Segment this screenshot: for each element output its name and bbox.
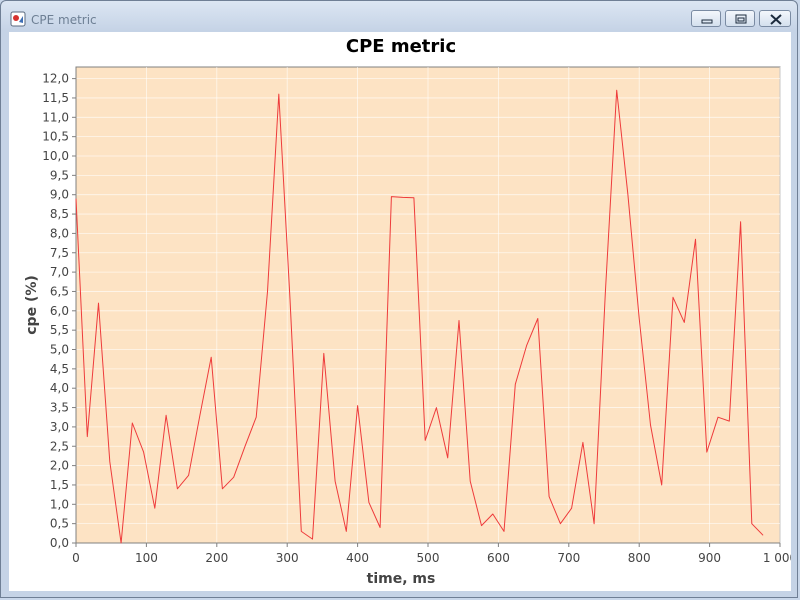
y-tick-label: 8,0 [50,226,69,240]
y-tick-label: 9,5 [50,168,69,182]
close-button[interactable] [759,10,791,27]
y-tick-label: 3,5 [50,401,69,415]
y-tick-label: 12,0 [42,72,69,86]
java-app-icon [10,11,26,27]
y-tick-label: 2,5 [50,439,69,453]
y-tick-label: 7,5 [50,246,69,260]
x-tick-label: 1 000 [763,551,791,565]
x-tick-label: 200 [205,551,228,565]
y-tick-label: 1,0 [50,497,69,511]
y-axis-label: cpe (%) [24,275,40,335]
y-tick-label: 10,5 [42,130,69,144]
chart-title: CPE metric [346,36,456,57]
y-tick-label: 0,0 [50,536,69,550]
y-tick-label: 6,0 [50,304,69,318]
axes [72,67,780,547]
title-bar[interactable]: CPE metric [1,1,797,31]
maximize-button[interactable] [725,10,755,27]
y-tick-label: 10,0 [42,149,69,163]
y-tick-label: 2,0 [50,459,69,473]
x-tick-label: 600 [487,551,510,565]
y-tick-label: 7,0 [50,265,69,279]
y-axis-ticks: 0,0 0,5 1,0 1,5 2,0 2,5 3,0 3,5 4,0 4,5 5,0 5,5 6,0 6… [42,72,76,550]
x-tick-label: 300 [276,551,299,565]
chart-panel: CPE metric 0,0 0,5 1,0 1,5 2,0 2,5 3,0 3,5 4,0 4,… [9,32,791,591]
y-tick-label: 11,0 [42,110,69,124]
close-icon [770,14,782,25]
y-tick-label: 3,0 [50,420,69,434]
minimize-icon [701,19,713,24]
y-tick-label: 4,5 [50,362,69,376]
y-tick-label: 5,5 [50,323,69,337]
x-tick-label: 500 [417,551,440,565]
y-tick-label: 11,5 [42,91,69,105]
y-tick-label: 1,5 [50,478,69,492]
x-axis-ticks: 0 100 200 300 400 500 600 700 800 900 1 000 [72,543,791,565]
x-axis-label: time, ms [367,571,436,587]
y-tick-label: 5,0 [50,343,69,357]
minimize-button[interactable] [691,10,721,27]
series-line [75,89,764,544]
y-tick-label: 9,0 [50,188,69,202]
y-tick-label: 4,0 [50,381,69,395]
x-tick-label: 400 [346,551,369,565]
x-tick-label: 800 [628,551,651,565]
x-tick-label: 0 [72,551,80,565]
chart-svg: CPE metric 0,0 0,5 1,0 1,5 2,0 2,5 3,0 3,5 4,0 4,… [24,36,791,587]
y-tick-label: 0,5 [50,517,69,531]
y-tick-label: 8,5 [50,207,69,221]
x-tick-label: 700 [557,551,580,565]
restore-icon [735,14,747,24]
y-tick-label: 6,5 [50,284,69,298]
window-title: CPE metric [31,13,97,27]
x-tick-label: 100 [135,551,158,565]
series-group [75,89,764,544]
x-tick-label: 900 [698,551,721,565]
